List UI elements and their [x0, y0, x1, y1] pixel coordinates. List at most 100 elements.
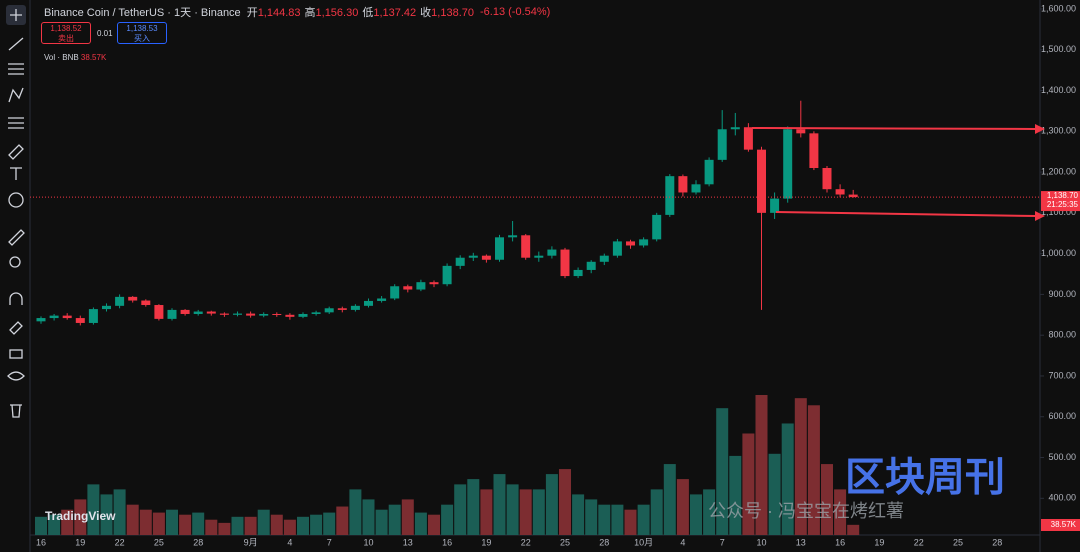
candle-body	[783, 129, 793, 199]
volume-bar	[257, 509, 270, 535]
candle-body	[298, 313, 308, 317]
x-tick-label: 22	[521, 537, 531, 547]
x-tick-label: 28	[599, 537, 609, 547]
candle-body	[573, 269, 583, 277]
volume-bar	[598, 504, 611, 535]
candle-body	[259, 313, 269, 316]
watermark-wechat: 公众号 · 冯宝宝在烤红薯	[708, 501, 904, 521]
candle-body	[626, 241, 635, 246]
measure-tool[interactable]	[8, 229, 25, 246]
buy-button[interactable]: 1,138.53 买入	[117, 22, 167, 44]
candle-body	[180, 309, 190, 314]
fib-tool[interactable]	[8, 63, 24, 75]
volume-bar	[283, 519, 296, 535]
trend-arrow[interactable]	[751, 127, 1037, 130]
crosshair-icon	[10, 9, 22, 21]
ohlc-value: 1,156.30	[315, 7, 359, 19]
volume-bar	[152, 512, 165, 535]
candle-body	[102, 305, 111, 310]
volume-bar	[794, 398, 807, 535]
forecast-tool[interactable]	[8, 117, 24, 129]
candle-body	[337, 308, 347, 310]
watermark-logo: 区块周刊	[845, 456, 1005, 500]
y-tick-label: 400.00	[1048, 493, 1076, 503]
arrow-head	[1035, 124, 1045, 134]
volume-bar	[559, 469, 571, 535]
candle-body	[403, 286, 413, 290]
candle-body	[442, 265, 452, 285]
visibility-tool[interactable]	[7, 371, 25, 381]
y-tick-label: 1,400.00	[1041, 85, 1076, 95]
symbol: Binance Coin / TetherUS · 1天 · Binance	[44, 7, 241, 19]
volume-name: Vol · BNB	[44, 53, 79, 62]
volume-bar	[454, 484, 467, 535]
trash-tool[interactable]	[10, 404, 22, 418]
volume-bar	[611, 504, 624, 535]
x-tick-label: 16	[442, 537, 452, 547]
sell-button[interactable]: 1,138.52 卖出	[41, 22, 91, 44]
candle-body	[495, 237, 504, 260]
volume-bar	[205, 519, 218, 535]
ohlc-item: 开1,144.83	[247, 4, 301, 20]
arrow-head	[1035, 211, 1045, 221]
volume-bar	[493, 474, 506, 535]
candle-body	[324, 308, 334, 313]
x-tick-label: 25	[953, 537, 963, 547]
candle-body	[75, 318, 85, 323]
volume-bar	[834, 489, 847, 535]
candle-body	[193, 311, 203, 314]
volume-bar	[847, 524, 860, 535]
candle-body	[809, 133, 819, 169]
text-tool[interactable]	[10, 167, 22, 180]
ohlc-label: 高	[304, 7, 316, 19]
x-tick-label: 19	[75, 537, 85, 547]
candle-body	[416, 282, 426, 290]
lock-draw-tool[interactable]	[9, 321, 23, 335]
trend-arrow[interactable]	[775, 211, 1037, 217]
lock-tool[interactable]	[9, 349, 23, 359]
volume-bar	[270, 514, 283, 535]
line-tool[interactable]	[8, 37, 24, 51]
x-tick-label: 13	[796, 537, 806, 547]
last-price-tag	[1041, 191, 1080, 212]
ohlc-value: 1,138.70	[431, 7, 474, 19]
volume-bar	[323, 512, 336, 535]
volume-bar	[48, 514, 61, 535]
sell-label: 卖出	[58, 34, 74, 43]
volume-bar	[192, 512, 205, 535]
ohlc-value: 1,137.42	[373, 7, 417, 19]
volume-bar	[179, 514, 192, 535]
brush-tool[interactable]	[8, 144, 24, 160]
y-tick-label: 800.00	[1048, 330, 1076, 340]
candle-body	[62, 315, 72, 319]
pattern-tool[interactable]	[8, 87, 24, 103]
x-tick-label: 16	[835, 537, 845, 547]
emoji-tool[interactable]	[8, 192, 24, 208]
x-tick-label: 7	[720, 537, 725, 547]
volume-bar	[375, 509, 388, 535]
candle-body	[285, 314, 295, 317]
volume-bar	[755, 395, 768, 535]
x-tick-label: 25	[154, 537, 164, 547]
x-tick-label: 4	[287, 537, 292, 547]
candle-body	[508, 235, 518, 238]
candle-body	[377, 298, 387, 301]
volume-bar	[821, 464, 833, 535]
x-tick-label: 22	[115, 537, 125, 547]
volume-bar	[624, 509, 637, 535]
y-tick-label: 1,300.00	[1041, 126, 1076, 136]
volume-bar	[742, 433, 755, 535]
volume-bar	[35, 516, 47, 535]
zoom-tool[interactable]	[9, 256, 21, 268]
volume-bar	[401, 499, 414, 535]
volume-bar	[113, 489, 126, 535]
volume-bar	[61, 509, 74, 535]
candle-body	[586, 261, 596, 270]
volume-bar	[729, 455, 742, 535]
volume-bar	[139, 509, 152, 535]
candle-body	[350, 305, 360, 310]
magnet-tool[interactable]	[9, 292, 23, 305]
volume-bar	[703, 489, 716, 535]
candle-body	[848, 194, 858, 198]
candle-body	[757, 149, 766, 213]
